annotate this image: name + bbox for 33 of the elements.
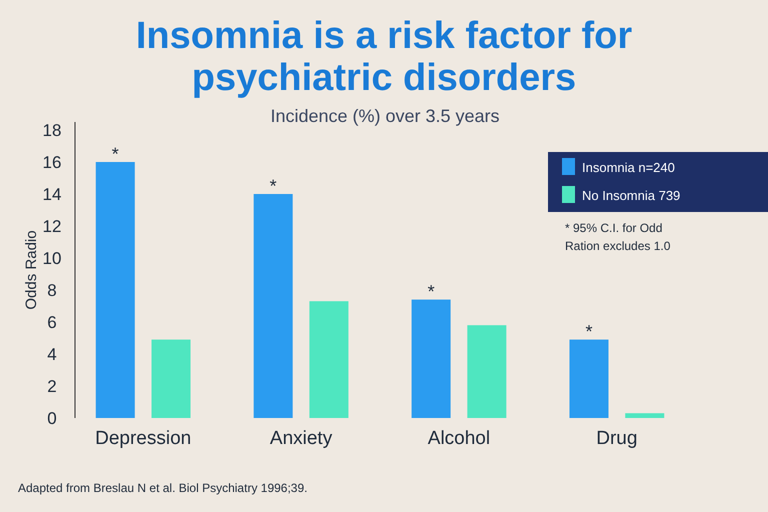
bar — [309, 301, 348, 418]
bar — [412, 300, 451, 418]
bar — [467, 325, 506, 418]
y-tick-label: 2 — [47, 377, 57, 396]
x-tick-label: Anxiety — [270, 428, 333, 449]
x-tick-label: Depression — [95, 428, 192, 449]
y-tick-label: 18 — [42, 121, 62, 140]
legend-label: Insomnia n=240 — [582, 160, 675, 175]
y-tick-label: 6 — [47, 313, 57, 332]
annotation: * 95% C.I. for Odd Ration excludes 1.0 — [565, 221, 671, 253]
text: Adapted from Breslau N et al. Biol Psychiatry 1996;39. — [18, 481, 308, 495]
bar — [625, 413, 664, 418]
annotation: * — [112, 144, 119, 164]
y-tick-label: 12 — [42, 217, 62, 236]
y-tick-label: 4 — [47, 345, 57, 364]
bar — [569, 340, 608, 418]
y-tick-label: 8 — [47, 281, 57, 300]
bar — [96, 162, 135, 418]
chart-title: Insomnia is a risk factor for psychiatric disorders — [136, 15, 632, 99]
legend-label: No Insomnia 739 — [582, 188, 680, 203]
bar — [152, 340, 191, 418]
y-tick-label: 10 — [42, 249, 62, 268]
x-tick-label: Alcohol — [428, 428, 490, 449]
annotation: * — [270, 176, 277, 196]
y-tick-label: 14 — [42, 185, 62, 204]
annotation: * — [585, 322, 592, 342]
y-axis-title: Odds Radio — [23, 230, 40, 310]
bar — [254, 194, 293, 418]
y-tick-label: 0 — [47, 409, 57, 428]
chart-subtitle: Incidence (%) over 3.5 years — [270, 106, 500, 126]
annotation: * — [428, 282, 435, 302]
y-tick-label: 16 — [42, 153, 62, 172]
x-tick-label: Drug — [596, 428, 638, 449]
